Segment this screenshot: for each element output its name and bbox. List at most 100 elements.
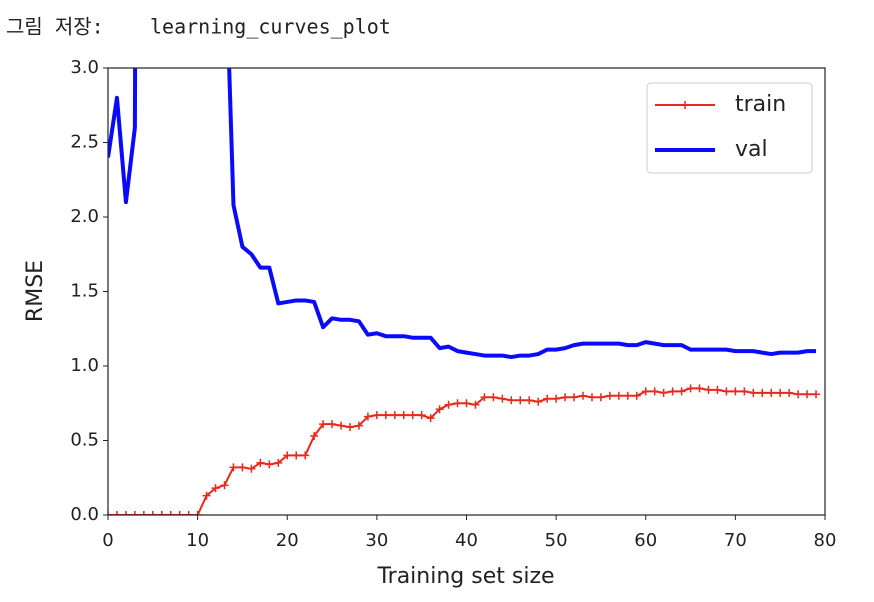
y-tick-label: 0.5 — [70, 430, 99, 451]
point-marker — [112, 511, 121, 515]
point-marker — [480, 393, 489, 402]
y-axis-label: RMSE — [23, 260, 48, 322]
point-marker — [238, 463, 247, 472]
point-marker — [803, 390, 812, 399]
x-tick-label: 10 — [186, 530, 209, 551]
point-marker — [166, 511, 175, 515]
point-marker — [417, 411, 426, 420]
point-marker — [220, 481, 229, 490]
point-marker — [265, 460, 274, 469]
x-tick-label: 40 — [455, 530, 478, 551]
legend-box — [646, 82, 813, 174]
x-tick-label: 30 — [365, 530, 388, 551]
y-tick-label: 2.5 — [70, 132, 99, 153]
point-marker — [283, 451, 292, 460]
y-tick-label: 1.5 — [70, 281, 99, 302]
point-marker — [552, 394, 561, 403]
point-marker — [785, 388, 794, 397]
point-marker — [175, 511, 184, 515]
point-marker — [435, 405, 444, 414]
point-marker — [256, 458, 265, 467]
point-marker — [453, 399, 462, 408]
point-marker — [722, 387, 731, 396]
point-marker — [381, 411, 390, 420]
point-marker — [525, 396, 534, 405]
point-marker — [202, 491, 211, 500]
x-tick-label: 80 — [814, 530, 837, 551]
point-marker — [767, 388, 776, 397]
point-marker — [498, 394, 507, 403]
point-marker — [121, 511, 130, 515]
point-marker — [489, 393, 498, 402]
point-marker — [130, 511, 139, 515]
y-tick-label: 3.0 — [70, 57, 99, 78]
x-axis-label: Training set size — [376, 564, 554, 589]
point-marker — [713, 385, 722, 394]
point-marker — [148, 511, 157, 515]
point-marker — [157, 511, 166, 515]
x-tick-label: 60 — [634, 530, 657, 551]
point-marker — [184, 511, 193, 515]
point-marker — [507, 396, 516, 405]
point-marker — [328, 420, 337, 429]
x-tick-label: 20 — [276, 530, 299, 551]
point-marker — [605, 391, 614, 400]
point-marker — [399, 411, 408, 420]
point-marker — [776, 388, 785, 397]
save-name: learning_curves_plot — [150, 15, 391, 39]
point-marker — [614, 391, 623, 400]
point-marker — [471, 400, 480, 409]
series-line — [108, 68, 817, 360]
point-marker — [211, 484, 220, 493]
point-marker — [301, 451, 310, 460]
legend-marker — [681, 101, 689, 109]
point-marker — [686, 384, 695, 393]
point-marker — [731, 387, 740, 396]
point-marker — [543, 394, 552, 403]
y-tick-label: 2.0 — [70, 206, 99, 227]
legend-label: val — [735, 137, 768, 162]
point-marker — [462, 399, 471, 408]
point-marker — [650, 387, 659, 396]
point-marker — [561, 393, 570, 402]
point-marker — [641, 387, 650, 396]
point-marker — [193, 511, 202, 515]
point-marker — [310, 432, 319, 441]
point-marker — [677, 387, 686, 396]
point-marker — [345, 423, 354, 432]
x-tick-label: 50 — [545, 530, 568, 551]
point-marker — [623, 391, 632, 400]
point-marker — [444, 400, 453, 409]
point-marker — [704, 385, 713, 394]
point-marker — [426, 414, 435, 423]
point-marker — [659, 388, 668, 397]
x-tick-label: 0 — [102, 530, 113, 551]
point-marker — [319, 420, 328, 429]
x-tick-label: 70 — [724, 530, 747, 551]
point-marker — [758, 388, 767, 397]
legend-label: train — [735, 92, 786, 117]
point-marker — [794, 390, 803, 399]
point-marker — [247, 464, 256, 473]
y-tick-label: 0.0 — [70, 504, 99, 525]
point-marker — [812, 390, 821, 399]
y-tick-label: 1.0 — [70, 355, 99, 376]
series-line — [108, 387, 817, 515]
point-marker — [274, 458, 283, 467]
point-marker — [363, 412, 372, 421]
point-marker — [740, 387, 749, 396]
point-marker — [749, 388, 758, 397]
point-marker — [408, 411, 417, 420]
point-marker — [139, 511, 148, 515]
point-marker — [570, 393, 579, 402]
point-marker — [596, 393, 605, 402]
point-marker — [534, 397, 543, 406]
point-marker — [372, 411, 381, 420]
point-marker — [337, 421, 346, 430]
point-marker — [587, 393, 596, 402]
point-marker — [632, 391, 641, 400]
point-marker — [229, 463, 238, 472]
save-label: 그림 저장: — [6, 15, 104, 39]
